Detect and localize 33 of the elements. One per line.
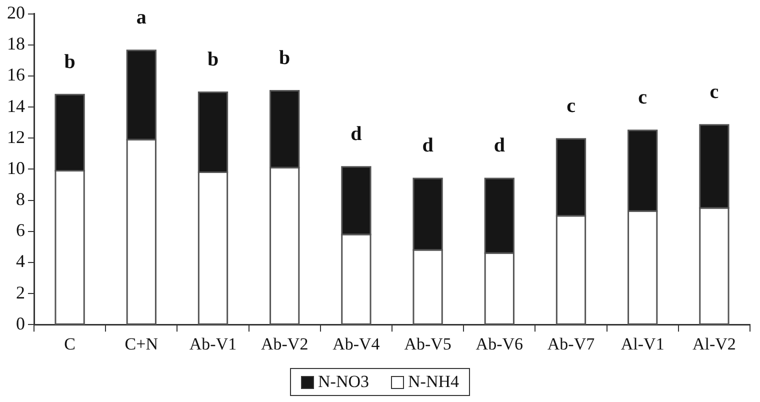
annotation: b <box>207 48 219 70</box>
x-tick-label: C+N <box>124 334 158 354</box>
y-tick-label: 16 <box>7 64 25 85</box>
annotation: d <box>422 134 434 157</box>
y-tick-label: 8 <box>16 189 25 210</box>
text: N-NH4 <box>408 372 459 392</box>
y-tick-label: 10 <box>7 158 25 178</box>
x-tick-label: Ab-V6 <box>476 334 524 354</box>
y-tick-label: 4 <box>16 251 25 272</box>
x-tick-label: Ab-V1 <box>189 334 237 354</box>
x-tick-label: Ab-V7 <box>547 334 596 354</box>
y-tick-label: 20 <box>7 2 25 23</box>
x-tick-label: Al-V1 <box>620 334 664 354</box>
x-tick-label: Ab-V5 <box>404 334 452 354</box>
y-tick-label: 0 <box>16 313 25 334</box>
y-tick-label: 14 <box>7 96 25 116</box>
annotation: d <box>494 134 505 157</box>
y-tick-label: 18 <box>7 34 25 54</box>
x-tick-label: Ab-V4 <box>332 334 380 354</box>
annotation: b <box>64 50 76 73</box>
legend-label: N-NO3 <box>318 372 369 392</box>
annotation: a <box>136 6 146 28</box>
annotation: c <box>710 81 719 104</box>
x-tick-label: C <box>64 334 76 354</box>
y-tick-label: 6 <box>16 220 25 240</box>
annotation: c <box>566 95 576 118</box>
annotation: b <box>279 46 290 69</box>
y-tick-label: 12 <box>7 126 25 147</box>
y-tick-label: 2 <box>16 282 25 302</box>
x-tick-label: Al-V2 <box>692 334 736 354</box>
x-tick-label: Ab-V2 <box>260 334 308 354</box>
annotation: d <box>350 123 362 146</box>
annotation: c <box>638 86 648 109</box>
